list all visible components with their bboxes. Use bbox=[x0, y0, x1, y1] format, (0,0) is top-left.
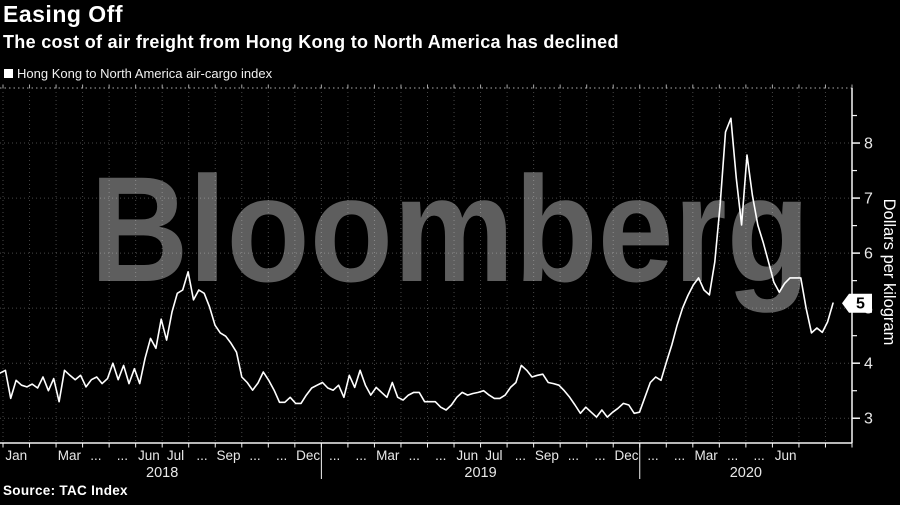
y-axis-title: Dollars per kilogram bbox=[880, 199, 898, 346]
month-label: Mar bbox=[376, 448, 400, 463]
chart-title: Easing Off bbox=[3, 1, 124, 27]
month-label: ... bbox=[674, 448, 685, 463]
month-label: Dec bbox=[614, 448, 638, 463]
month-label: ... bbox=[249, 448, 260, 463]
x-axis-labels: Jan Mar...... Jun Jul... Sep...... Dec...... M… bbox=[5, 448, 796, 481]
y-tick-label: 4 bbox=[864, 356, 873, 373]
bloomberg-watermark: Bloomberg bbox=[90, 145, 810, 313]
last-price-badge-shape bbox=[842, 293, 872, 313]
month-label: Dec bbox=[296, 448, 320, 463]
month-label: ... bbox=[435, 448, 446, 463]
month-label: Jun bbox=[138, 448, 160, 463]
year-label: 2020 bbox=[730, 465, 762, 481]
month-label: ... bbox=[594, 448, 605, 463]
year-label: 2018 bbox=[146, 465, 178, 481]
month-label: ... bbox=[727, 448, 738, 463]
month-label: ... bbox=[276, 448, 287, 463]
month-label: ... bbox=[754, 448, 765, 463]
source-note: Source: TAC Index bbox=[3, 483, 128, 498]
month-label: ... bbox=[196, 448, 207, 463]
month-label: Mar bbox=[58, 448, 82, 463]
month-label: ... bbox=[568, 448, 579, 463]
legend-swatch-icon bbox=[4, 69, 13, 78]
last-price-badge: 5 bbox=[842, 293, 872, 313]
top-axis bbox=[0, 84, 853, 89]
bottom-axis bbox=[0, 442, 853, 479]
month-label: Mar bbox=[694, 448, 718, 463]
y-axis: 3 4 5 6 7 8 bbox=[851, 88, 873, 443]
month-label: Jun bbox=[456, 448, 478, 463]
month-label: Sep bbox=[535, 448, 559, 463]
chart-subtitle: The cost of air freight from Hong Kong t… bbox=[3, 32, 619, 52]
legend-label: Hong Kong to North America air-cargo ind… bbox=[17, 66, 273, 81]
month-label: ... bbox=[356, 448, 367, 463]
y-tick-label: 7 bbox=[864, 191, 873, 208]
month-label: Jul bbox=[167, 448, 184, 463]
air-cargo-index-line bbox=[0, 117, 834, 418]
month-label: ... bbox=[409, 448, 420, 463]
month-label: ... bbox=[515, 448, 526, 463]
month-label: Jun bbox=[775, 448, 797, 463]
last-price-value: 5 bbox=[856, 296, 865, 313]
month-label: Jan bbox=[5, 448, 27, 463]
month-label: Jul bbox=[485, 448, 502, 463]
legend: Hong Kong to North America air-cargo ind… bbox=[4, 66, 272, 81]
month-label: ... bbox=[329, 448, 340, 463]
month-label: ... bbox=[90, 448, 101, 463]
year-label: 2019 bbox=[464, 465, 496, 481]
month-label: ... bbox=[117, 448, 128, 463]
y-tick-label: 6 bbox=[864, 246, 873, 263]
y-tick-label: 3 bbox=[864, 411, 873, 428]
month-label: ... bbox=[647, 448, 658, 463]
month-label: Sep bbox=[217, 448, 241, 463]
y-tick-label: 8 bbox=[864, 136, 873, 153]
